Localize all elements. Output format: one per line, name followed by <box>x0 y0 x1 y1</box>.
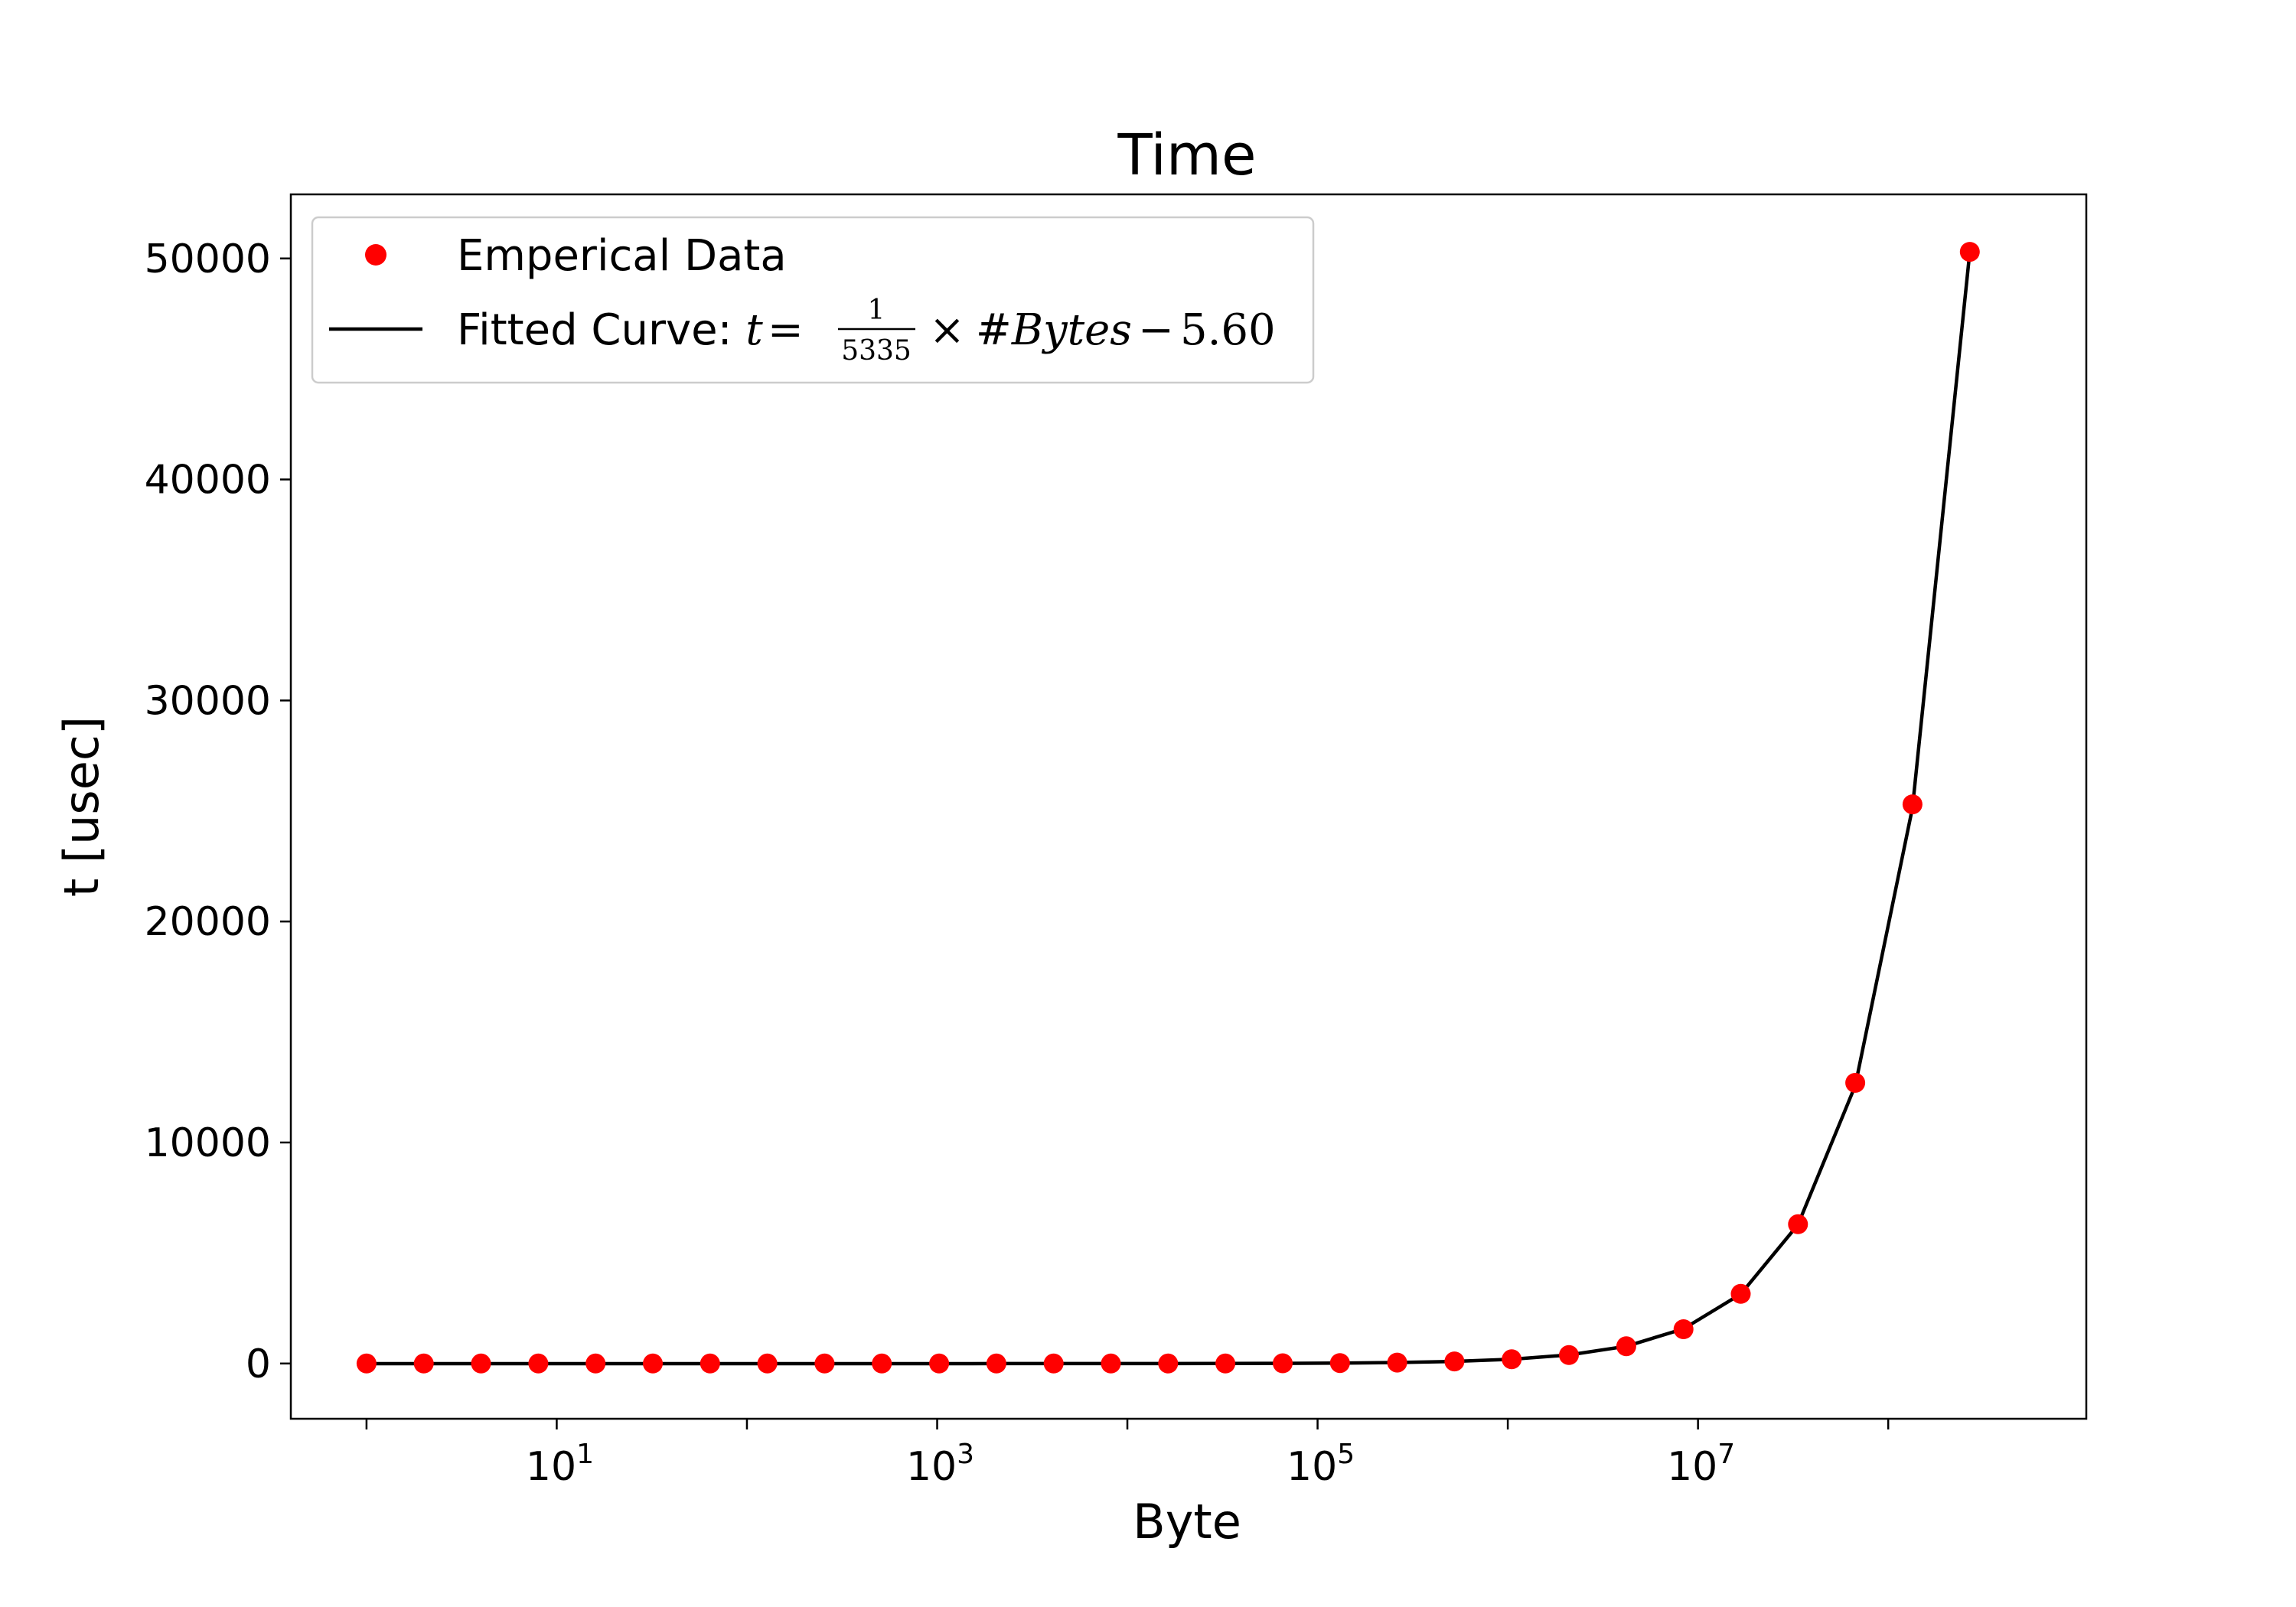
x-axis-ticks: 101 103 105 107 <box>365 1419 1890 1490</box>
data-point <box>1845 1073 1866 1093</box>
fit-equals: = <box>768 305 804 355</box>
y-axis-ticks: 0 10000 20000 30000 40000 50000 <box>145 236 291 1387</box>
fit-var-bytes: #Bytes <box>976 305 1132 355</box>
fit-minus: − <box>1138 305 1174 355</box>
plot-frame <box>289 193 2088 1420</box>
fit-numerator: 1 <box>868 295 885 326</box>
data-point <box>528 1353 549 1374</box>
data-point <box>1101 1353 1121 1374</box>
data-point <box>1559 1345 1579 1365</box>
fit-times: × <box>929 305 965 355</box>
legend-box <box>311 216 1315 384</box>
data-point <box>872 1353 892 1374</box>
data-point <box>471 1353 491 1374</box>
x-tick-label: 101 <box>526 1439 594 1490</box>
data-point <box>585 1353 606 1374</box>
data-point <box>643 1353 663 1374</box>
data-point <box>1387 1352 1407 1373</box>
y-tick-label: 30000 <box>145 678 271 724</box>
data-point <box>757 1353 778 1374</box>
data-point <box>1959 242 1980 262</box>
data-point <box>1616 1336 1636 1357</box>
data-point <box>1902 794 1923 815</box>
data-point <box>1673 1319 1694 1339</box>
data-point <box>1329 1353 1350 1374</box>
x-tick-label: 105 <box>1287 1439 1355 1490</box>
data-point <box>929 1353 950 1374</box>
y-tick-label: 40000 <box>145 458 271 504</box>
fit-constant: 5.60 <box>1180 305 1276 355</box>
legend: Emperical Data Fitted Curve: t = 1 5335 ×… <box>311 216 1315 384</box>
data-point <box>986 1353 1006 1374</box>
fit-label-prefix: Fitted Curve: <box>457 305 745 355</box>
legend-marker-empirical <box>365 244 386 266</box>
data-point <box>1502 1349 1522 1370</box>
legend-label-empirical: Emperical Data <box>457 231 787 281</box>
data-point <box>1273 1353 1293 1374</box>
chart-title: Time <box>1117 122 1256 188</box>
y-tick-label: 0 <box>246 1341 271 1387</box>
y-tick-label: 10000 <box>145 1120 271 1166</box>
data-point <box>413 1353 434 1374</box>
data-point <box>1215 1353 1236 1374</box>
empirical-data-points <box>356 242 1980 1374</box>
y-tick-label: 20000 <box>145 899 271 945</box>
svg-text:×#Bytes−5.60: × #Bytes −5.60 <box>929 305 1276 355</box>
data-point <box>356 1353 377 1374</box>
fit-denominator: 5335 <box>841 335 912 367</box>
data-point <box>814 1353 835 1374</box>
data-point <box>1730 1283 1751 1304</box>
data-point <box>1043 1353 1064 1374</box>
svg-text:Fitted Curve: t=: Fitted Curve: t = <box>457 305 804 355</box>
y-axis-title: t [usec] <box>54 716 109 897</box>
fit-var-t: t <box>745 305 763 355</box>
y-tick-label: 50000 <box>145 236 271 282</box>
x-tick-label: 103 <box>906 1439 974 1490</box>
x-tick-label: 107 <box>1667 1439 1735 1490</box>
data-point <box>1444 1351 1465 1372</box>
legend-label-fitted: Fitted Curve: t = 1 5335 × #Bytes −5.60 <box>457 295 1276 367</box>
data-point <box>1788 1214 1808 1234</box>
data-point <box>1158 1353 1179 1374</box>
x-axis-title: Byte <box>1133 1494 1241 1550</box>
data-point <box>700 1353 720 1374</box>
